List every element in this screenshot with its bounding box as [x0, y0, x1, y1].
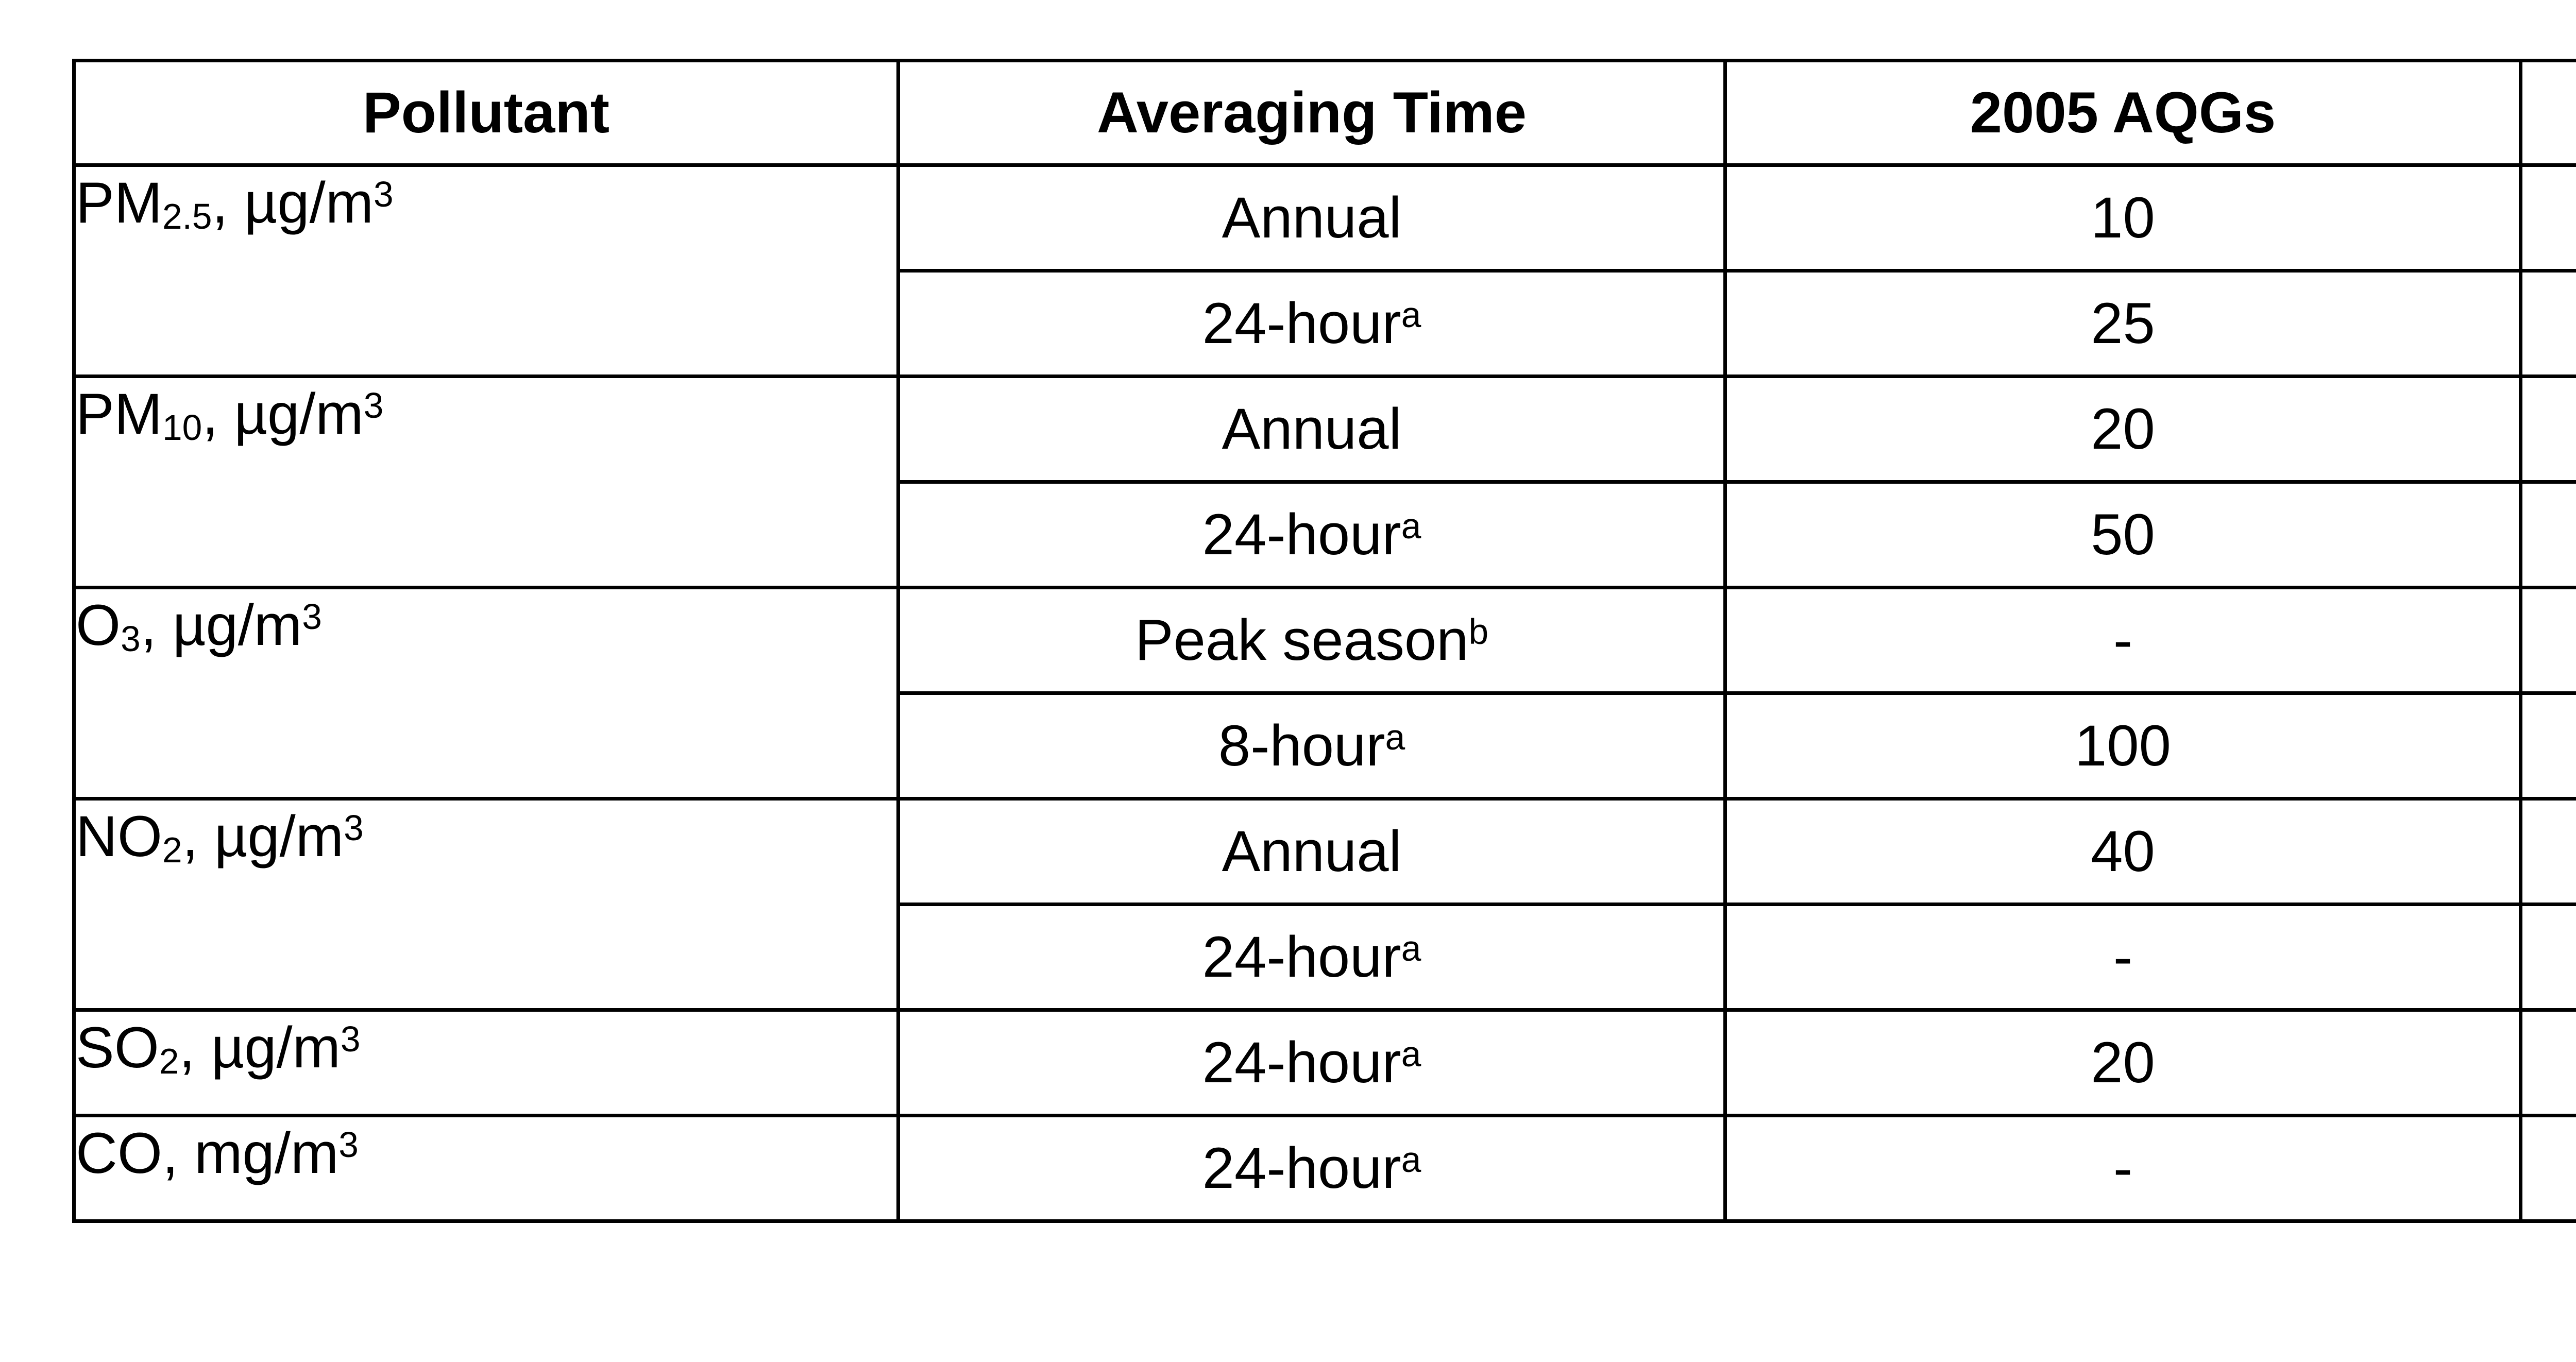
aqg-2005-cell: -	[1723, 586, 2522, 695]
unit-exponent: 3	[302, 596, 322, 637]
pollutant-subscript: 2	[159, 1041, 179, 1081]
averaging-time-cell: 24-houra	[896, 1114, 1727, 1223]
pollutant-subscript: 2.5	[162, 196, 212, 236]
pollutant-cell-pm25: PM2.5, µg/m3	[72, 163, 900, 378]
pollutant-unit: , µg/m	[140, 593, 302, 657]
averaging-time-text: 8-hour	[1218, 713, 1385, 778]
table-row-pm10-24hour: 24-houra 50 45	[74, 480, 2576, 589]
averaging-time-cell: Annual	[896, 797, 1727, 906]
pollutant-unit: , µg/m	[212, 171, 374, 235]
aqg-2005-cell: 40	[1723, 797, 2522, 906]
unit-exponent: 3	[338, 1124, 359, 1165]
footnote-marker: a	[1401, 505, 1421, 546]
averaging-time-text: Annual	[1222, 819, 1402, 883]
averaging-time-text: 24-hour	[1202, 1136, 1401, 1200]
header-row: Pollutant Averaging Time 2005 AQGs 2021 …	[72, 59, 2576, 167]
table-row-o3-peak-season: O3, µg/m3 Peak seasonb - 60	[72, 586, 2576, 801]
aqg-table: Pollutant Averaging Time 2005 AQGs 2021 …	[72, 59, 2576, 1223]
footnote-marker: a	[1401, 928, 1421, 968]
table-row-no2-24hour: 24-houra - 25	[74, 903, 2576, 1012]
aqg-2005-cell: -	[1723, 1114, 2522, 1223]
pollutant-cell-pm10: PM10, µg/m3	[72, 374, 900, 589]
aqg-2005-cell: 10	[1723, 163, 2522, 273]
averaging-time-cell: 24-houra	[896, 903, 1727, 1012]
table-row-co-24hour: CO, mg/m3 24-houra - 4	[72, 1114, 2576, 1223]
pollutant-cell-so2: SO2, µg/m3	[72, 1008, 900, 1117]
averaging-time-text: Annual	[1222, 185, 1402, 250]
aqg-2021-cell: 10	[2519, 797, 2576, 906]
pollutant-base: SO	[76, 1015, 159, 1080]
footnote-marker: a	[1401, 294, 1421, 335]
table-row-pm10-annual: PM10, µg/m3 Annual 20 15	[72, 374, 2576, 589]
col-header-2021-aqgs: 2021 AQGs	[2519, 59, 2576, 167]
averaging-time-text: Annual	[1222, 397, 1402, 461]
aqg-2021-cell: 60	[2519, 586, 2576, 695]
aqg-2021-cell: 40	[2519, 1008, 2576, 1117]
aqg-2005-cell: -	[1723, 903, 2522, 1012]
pollutant-cell-no2: NO2, µg/m3	[72, 797, 900, 1012]
footnote-marker: a	[1401, 1139, 1421, 1180]
pollutant-base: PM	[76, 382, 163, 446]
pollutant-unit: , µg/m	[182, 804, 344, 869]
pollutant-unit: , µg/m	[202, 382, 364, 446]
averaging-time-text: Peak season	[1134, 608, 1469, 672]
aqg-2005-cell: 25	[1723, 269, 2522, 378]
pollutant-cell-o3: O3, µg/m3	[72, 586, 900, 801]
aqg-2021-cell: 25	[2519, 903, 2576, 1012]
aqg-2005-cell: 20	[1723, 374, 2522, 484]
footnote-marker: a	[1401, 1033, 1421, 1074]
averaging-time-cell: 24-houra	[896, 1008, 1727, 1117]
pollutant-base: O	[76, 593, 121, 657]
unit-exponent: 3	[340, 1018, 361, 1059]
averaging-time-text: 24-hour	[1202, 291, 1401, 355]
table-row-o3-8hour: 8-houra 100 100	[74, 691, 2576, 801]
aqg-2005-cell: 100	[1723, 691, 2522, 801]
aqg-2021-cell: 15	[2519, 374, 2576, 484]
averaging-time-text: 24-hour	[1202, 1030, 1401, 1095]
footnote-marker: b	[1468, 611, 1489, 652]
pollutant-subscript: 10	[162, 407, 202, 448]
col-header-averaging-time: Averaging Time	[896, 59, 1727, 167]
unit-exponent: 3	[363, 385, 384, 425]
footnote-marker: a	[1385, 717, 1405, 757]
averaging-time-text: 24-hour	[1202, 925, 1401, 989]
table-row-so2-24hour: SO2, µg/m3 24-houra 20 40	[72, 1008, 2576, 1117]
aqg-2021-cell: 5	[2519, 163, 2576, 273]
aqg-table-container: Pollutant Averaging Time 2005 AQGs 2021 …	[72, 59, 2576, 1223]
averaging-time-cell: Annual	[896, 163, 1727, 273]
averaging-time-cell: 24-houra	[896, 269, 1727, 378]
pollutant-subscript: 3	[121, 618, 141, 659]
pollutant-unit: , mg/m	[162, 1121, 339, 1185]
pollutant-unit: , µg/m	[179, 1015, 341, 1080]
averaging-time-cell: Peak seasonb	[896, 586, 1727, 695]
pollutant-base: CO	[76, 1121, 163, 1185]
aqg-2005-cell: 50	[1723, 480, 2522, 589]
averaging-time-text: 24-hour	[1202, 502, 1401, 567]
table-row-pm25-annual: PM2.5, µg/m3 Annual 10 5	[72, 163, 2576, 378]
averaging-time-cell: Annual	[896, 374, 1727, 484]
pollutant-subscript: 2	[162, 829, 182, 870]
col-header-2005-aqgs: 2005 AQGs	[1723, 59, 2522, 167]
aqg-2021-cell: 100	[2519, 691, 2576, 801]
pollutant-base: PM	[76, 171, 163, 235]
averaging-time-cell: 24-houra	[896, 480, 1727, 589]
aqg-2005-cell: 20	[1723, 1008, 2522, 1117]
averaging-time-cell: 8-houra	[896, 691, 1727, 801]
aqg-2021-cell: 45	[2519, 480, 2576, 589]
aqg-2021-cell: 15	[2519, 269, 2576, 378]
col-header-pollutant: Pollutant	[72, 59, 900, 167]
table-row-pm25-24hour: 24-houra 25 15	[74, 269, 2576, 378]
pollutant-base: NO	[76, 804, 163, 869]
aqg-2021-cell: 4	[2519, 1114, 2576, 1223]
unit-exponent: 3	[374, 174, 394, 214]
pollutant-cell-co: CO, mg/m3	[72, 1114, 900, 1223]
unit-exponent: 3	[344, 807, 364, 848]
table-row-no2-annual: NO2, µg/m3 Annual 40 10	[72, 797, 2576, 1012]
